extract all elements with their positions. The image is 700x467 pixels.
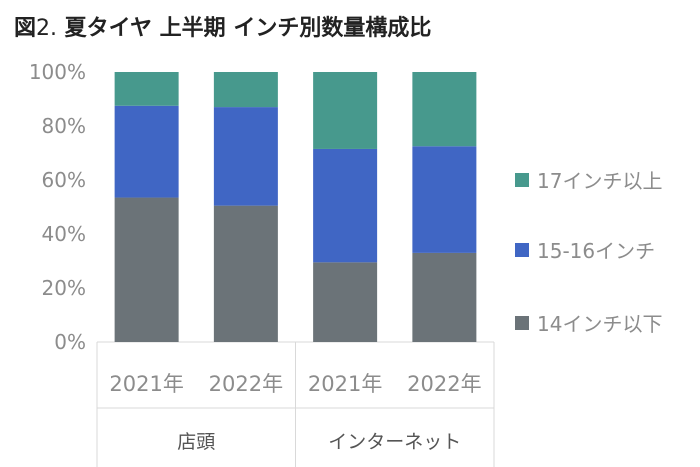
bar-segment (412, 252, 477, 342)
bar-segment (412, 72, 477, 147)
bars-layer (114, 72, 477, 342)
y-tick-label: 100% (29, 60, 86, 84)
bar-segment (412, 146, 477, 253)
bar-segment (213, 107, 278, 206)
bar-segment (313, 148, 378, 263)
legend-swatch (515, 243, 529, 257)
bar-segment (213, 205, 278, 342)
legend-label: 15-16インチ (537, 239, 655, 263)
bar-segment (213, 72, 278, 108)
title-text: 夏タイヤ 上半期 インチ別数量構成比 (57, 16, 432, 41)
x-group-label: 店頭 (177, 431, 215, 453)
legend-label: 17インチ以上 (537, 169, 662, 193)
y-tick-label: 20% (42, 276, 86, 300)
y-tick-label: 40% (42, 222, 86, 246)
bar-segment (313, 262, 378, 342)
legend-label: 14インチ以下 (537, 312, 662, 336)
bar-segment (313, 72, 378, 149)
title-prefix: 図 (14, 16, 37, 41)
chart-title: 図2. 夏タイヤ 上半期 インチ別数量構成比 (14, 10, 431, 42)
x-category-label: 2022年 (209, 372, 283, 396)
bar-segment (114, 197, 179, 342)
x-category-label: 2022年 (407, 372, 481, 396)
bar-segment (114, 72, 179, 106)
y-tick-label: 60% (42, 168, 86, 192)
bar-segment (114, 105, 179, 198)
legend-swatch (515, 173, 529, 187)
y-tick-label: 80% (42, 114, 86, 138)
x-category-label: 2021年 (308, 372, 382, 396)
x-category-label: 2021年 (109, 372, 183, 396)
x-group-label: インターネット (328, 431, 461, 453)
y-tick-label: 0% (54, 330, 86, 354)
legend-swatch (515, 316, 529, 330)
title-number: 2. (36, 16, 58, 41)
labels-layer: 0% 20% 40% 60% 80% 100% 2021年 2022年 2021年 2022年店頭… (29, 60, 482, 453)
legend: 17インチ以上 15-16インチ 14インチ以下 (515, 169, 662, 336)
